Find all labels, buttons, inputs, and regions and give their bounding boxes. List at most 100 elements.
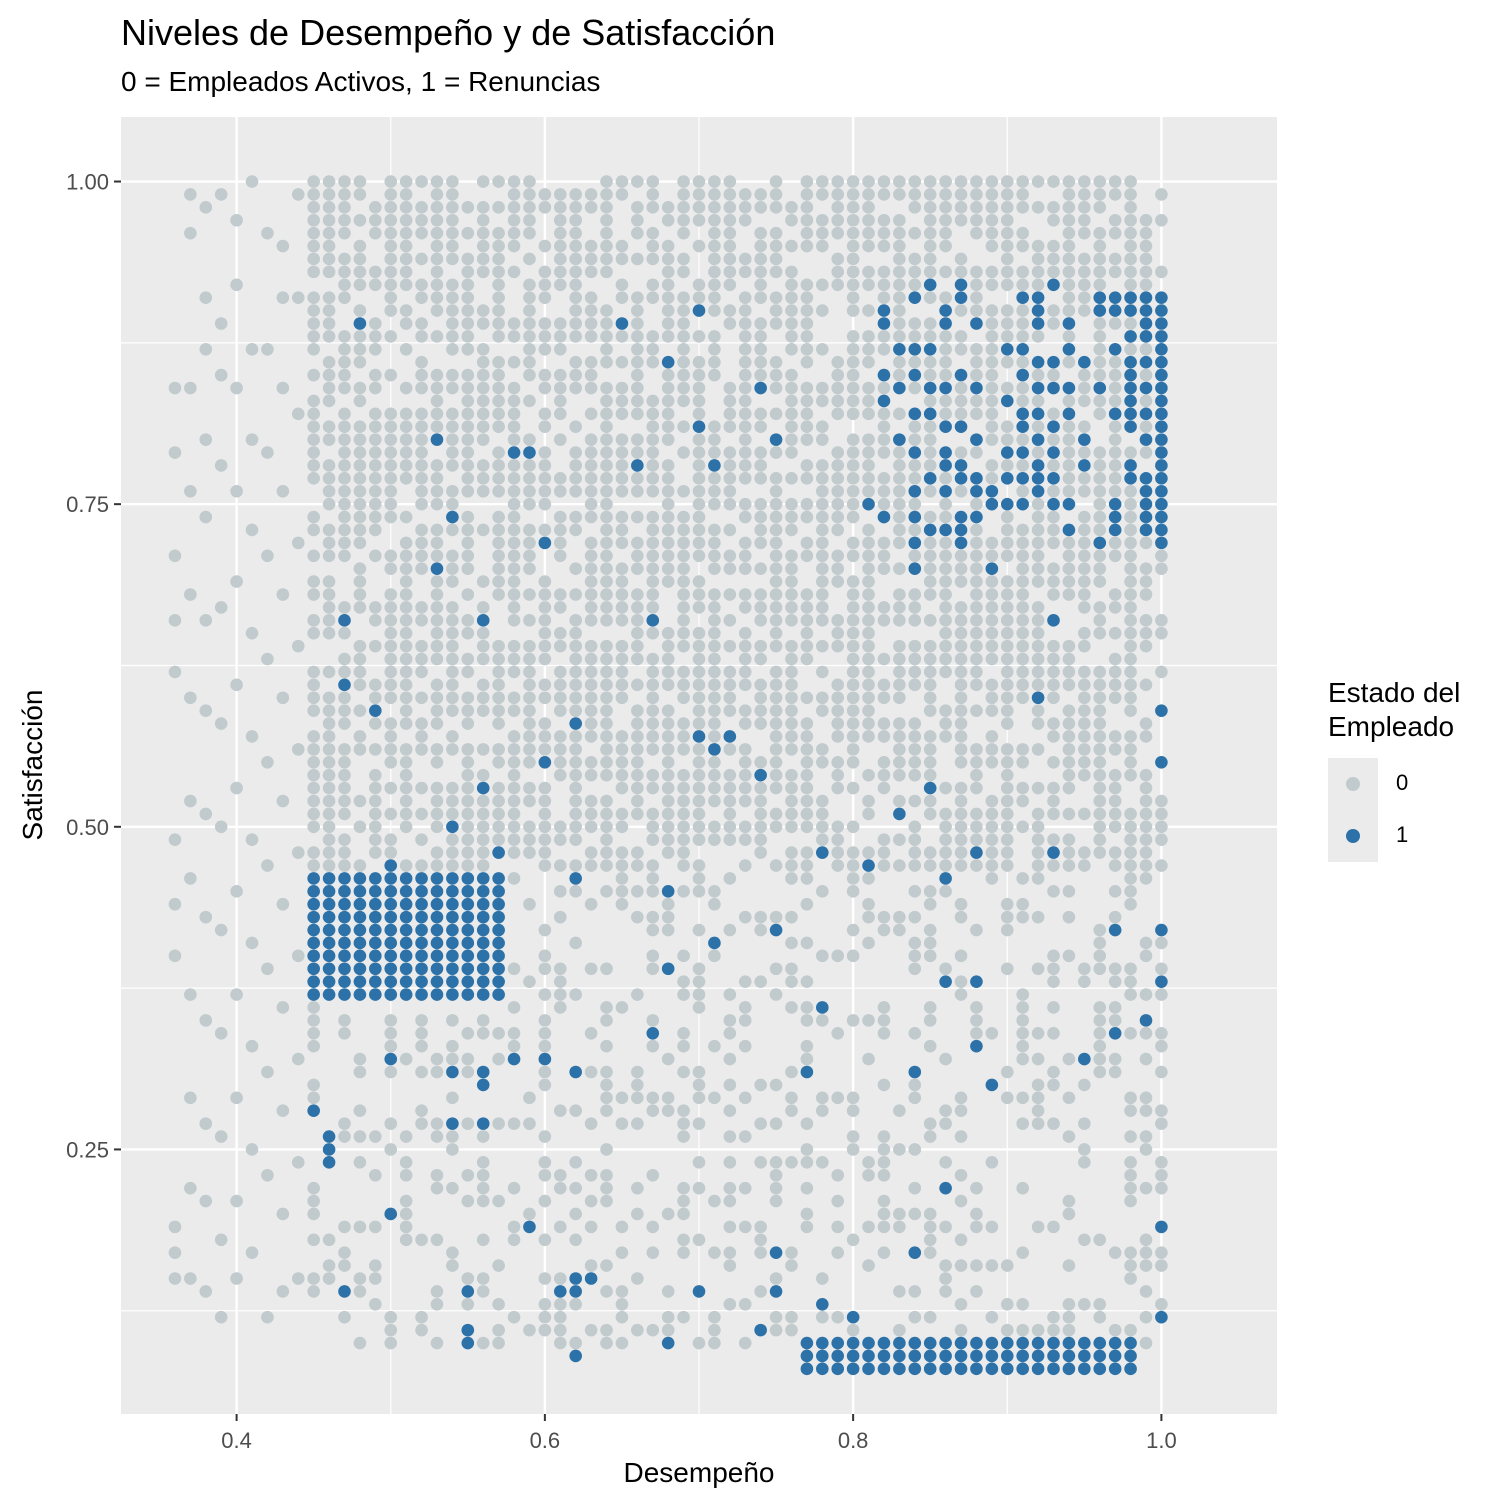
point-series-0 — [954, 678, 968, 692]
point-series-0 — [785, 859, 798, 872]
point-series-1 — [1031, 317, 1045, 330]
point-series-0 — [322, 304, 336, 317]
point-series-1 — [923, 523, 937, 537]
point-series-1 — [461, 923, 475, 937]
point-series-0 — [584, 897, 598, 911]
point-series-0 — [754, 265, 767, 279]
point-series-0 — [769, 510, 783, 524]
point-series-0 — [415, 536, 428, 550]
point-series-0 — [646, 833, 660, 847]
point-series-0 — [877, 446, 891, 459]
point-series-0 — [708, 897, 721, 911]
point-series-0 — [430, 291, 444, 304]
point-series-1 — [384, 949, 398, 963]
point-series-0 — [954, 755, 968, 769]
point-series-0 — [631, 368, 644, 382]
point-series-0 — [615, 820, 629, 834]
point-series-0 — [476, 704, 490, 717]
point-series-0 — [923, 936, 937, 950]
point-series-0 — [1000, 691, 1014, 705]
point-series-0 — [1047, 510, 1060, 524]
point-series-0 — [584, 1323, 598, 1337]
point-series-1 — [1108, 342, 1122, 356]
point-series-1 — [1047, 846, 1060, 859]
point-series-0 — [1139, 846, 1153, 859]
point-series-0 — [461, 820, 475, 834]
point-series-0 — [985, 626, 999, 640]
point-series-0 — [754, 523, 767, 537]
point-series-0 — [631, 755, 644, 769]
point-series-0 — [923, 562, 937, 575]
point-series-0 — [723, 743, 737, 756]
point-series-0 — [723, 252, 737, 266]
point-series-1 — [908, 407, 922, 421]
point-series-0 — [492, 394, 505, 408]
point-series-0 — [584, 446, 598, 459]
point-series-0 — [276, 691, 290, 705]
point-series-0 — [631, 213, 644, 227]
point-series-0 — [584, 1168, 598, 1182]
point-series-0 — [538, 317, 552, 330]
point-series-0 — [785, 407, 798, 421]
point-series-0 — [831, 497, 845, 511]
point-series-0 — [461, 278, 475, 292]
point-series-0 — [954, 794, 968, 808]
point-series-1 — [723, 730, 737, 743]
point-series-1 — [1124, 381, 1137, 395]
point-series-0 — [800, 652, 814, 666]
point-series-0 — [800, 807, 814, 821]
point-series-0 — [738, 678, 752, 692]
point-series-1 — [1155, 433, 1168, 446]
point-series-0 — [1016, 794, 1029, 808]
point-series-0 — [923, 175, 937, 188]
point-series-0 — [569, 639, 582, 653]
point-series-0 — [939, 536, 952, 550]
point-series-0 — [754, 510, 767, 524]
point-series-0 — [476, 381, 490, 395]
point-series-0 — [476, 691, 490, 705]
point-series-1 — [877, 1336, 891, 1350]
point-series-0 — [600, 704, 613, 717]
point-series-0 — [785, 1104, 798, 1118]
point-series-0 — [461, 201, 475, 214]
point-series-0 — [661, 704, 675, 717]
point-series-0 — [1031, 239, 1045, 253]
point-series-0 — [846, 691, 860, 705]
point-series-0 — [569, 1233, 582, 1247]
point-series-1 — [893, 381, 906, 395]
point-series-1 — [877, 317, 891, 330]
point-series-0 — [415, 1310, 428, 1324]
point-series-0 — [1124, 988, 1137, 1001]
point-series-0 — [661, 678, 675, 692]
point-series-0 — [492, 175, 505, 188]
point-series-1 — [939, 304, 952, 317]
point-series-0 — [184, 588, 197, 601]
point-series-0 — [939, 833, 952, 847]
point-series-0 — [446, 459, 459, 472]
point-series-0 — [1062, 678, 1076, 692]
point-series-1 — [1062, 407, 1076, 421]
point-series-0 — [785, 368, 798, 382]
point-series-0 — [322, 265, 336, 279]
point-series-0 — [939, 394, 952, 408]
point-series-0 — [1031, 201, 1045, 214]
point-series-0 — [1000, 807, 1014, 821]
point-series-0 — [1108, 1052, 1122, 1066]
point-series-0 — [1124, 1323, 1137, 1337]
point-series-0 — [785, 201, 798, 214]
series-0-points — [168, 175, 1168, 1350]
point-series-0 — [369, 407, 382, 421]
point-series-0 — [446, 859, 459, 872]
point-series-1 — [800, 1065, 814, 1079]
point-series-0 — [738, 1091, 752, 1105]
point-series-0 — [446, 420, 459, 434]
point-series-1 — [353, 988, 367, 1001]
point-series-0 — [1047, 484, 1060, 498]
point-series-1 — [862, 1362, 875, 1376]
point-series-0 — [492, 794, 505, 808]
point-series-1 — [923, 407, 937, 421]
point-series-0 — [800, 794, 814, 808]
point-series-0 — [661, 781, 675, 795]
point-series-0 — [538, 807, 552, 821]
point-series-0 — [923, 1039, 937, 1053]
